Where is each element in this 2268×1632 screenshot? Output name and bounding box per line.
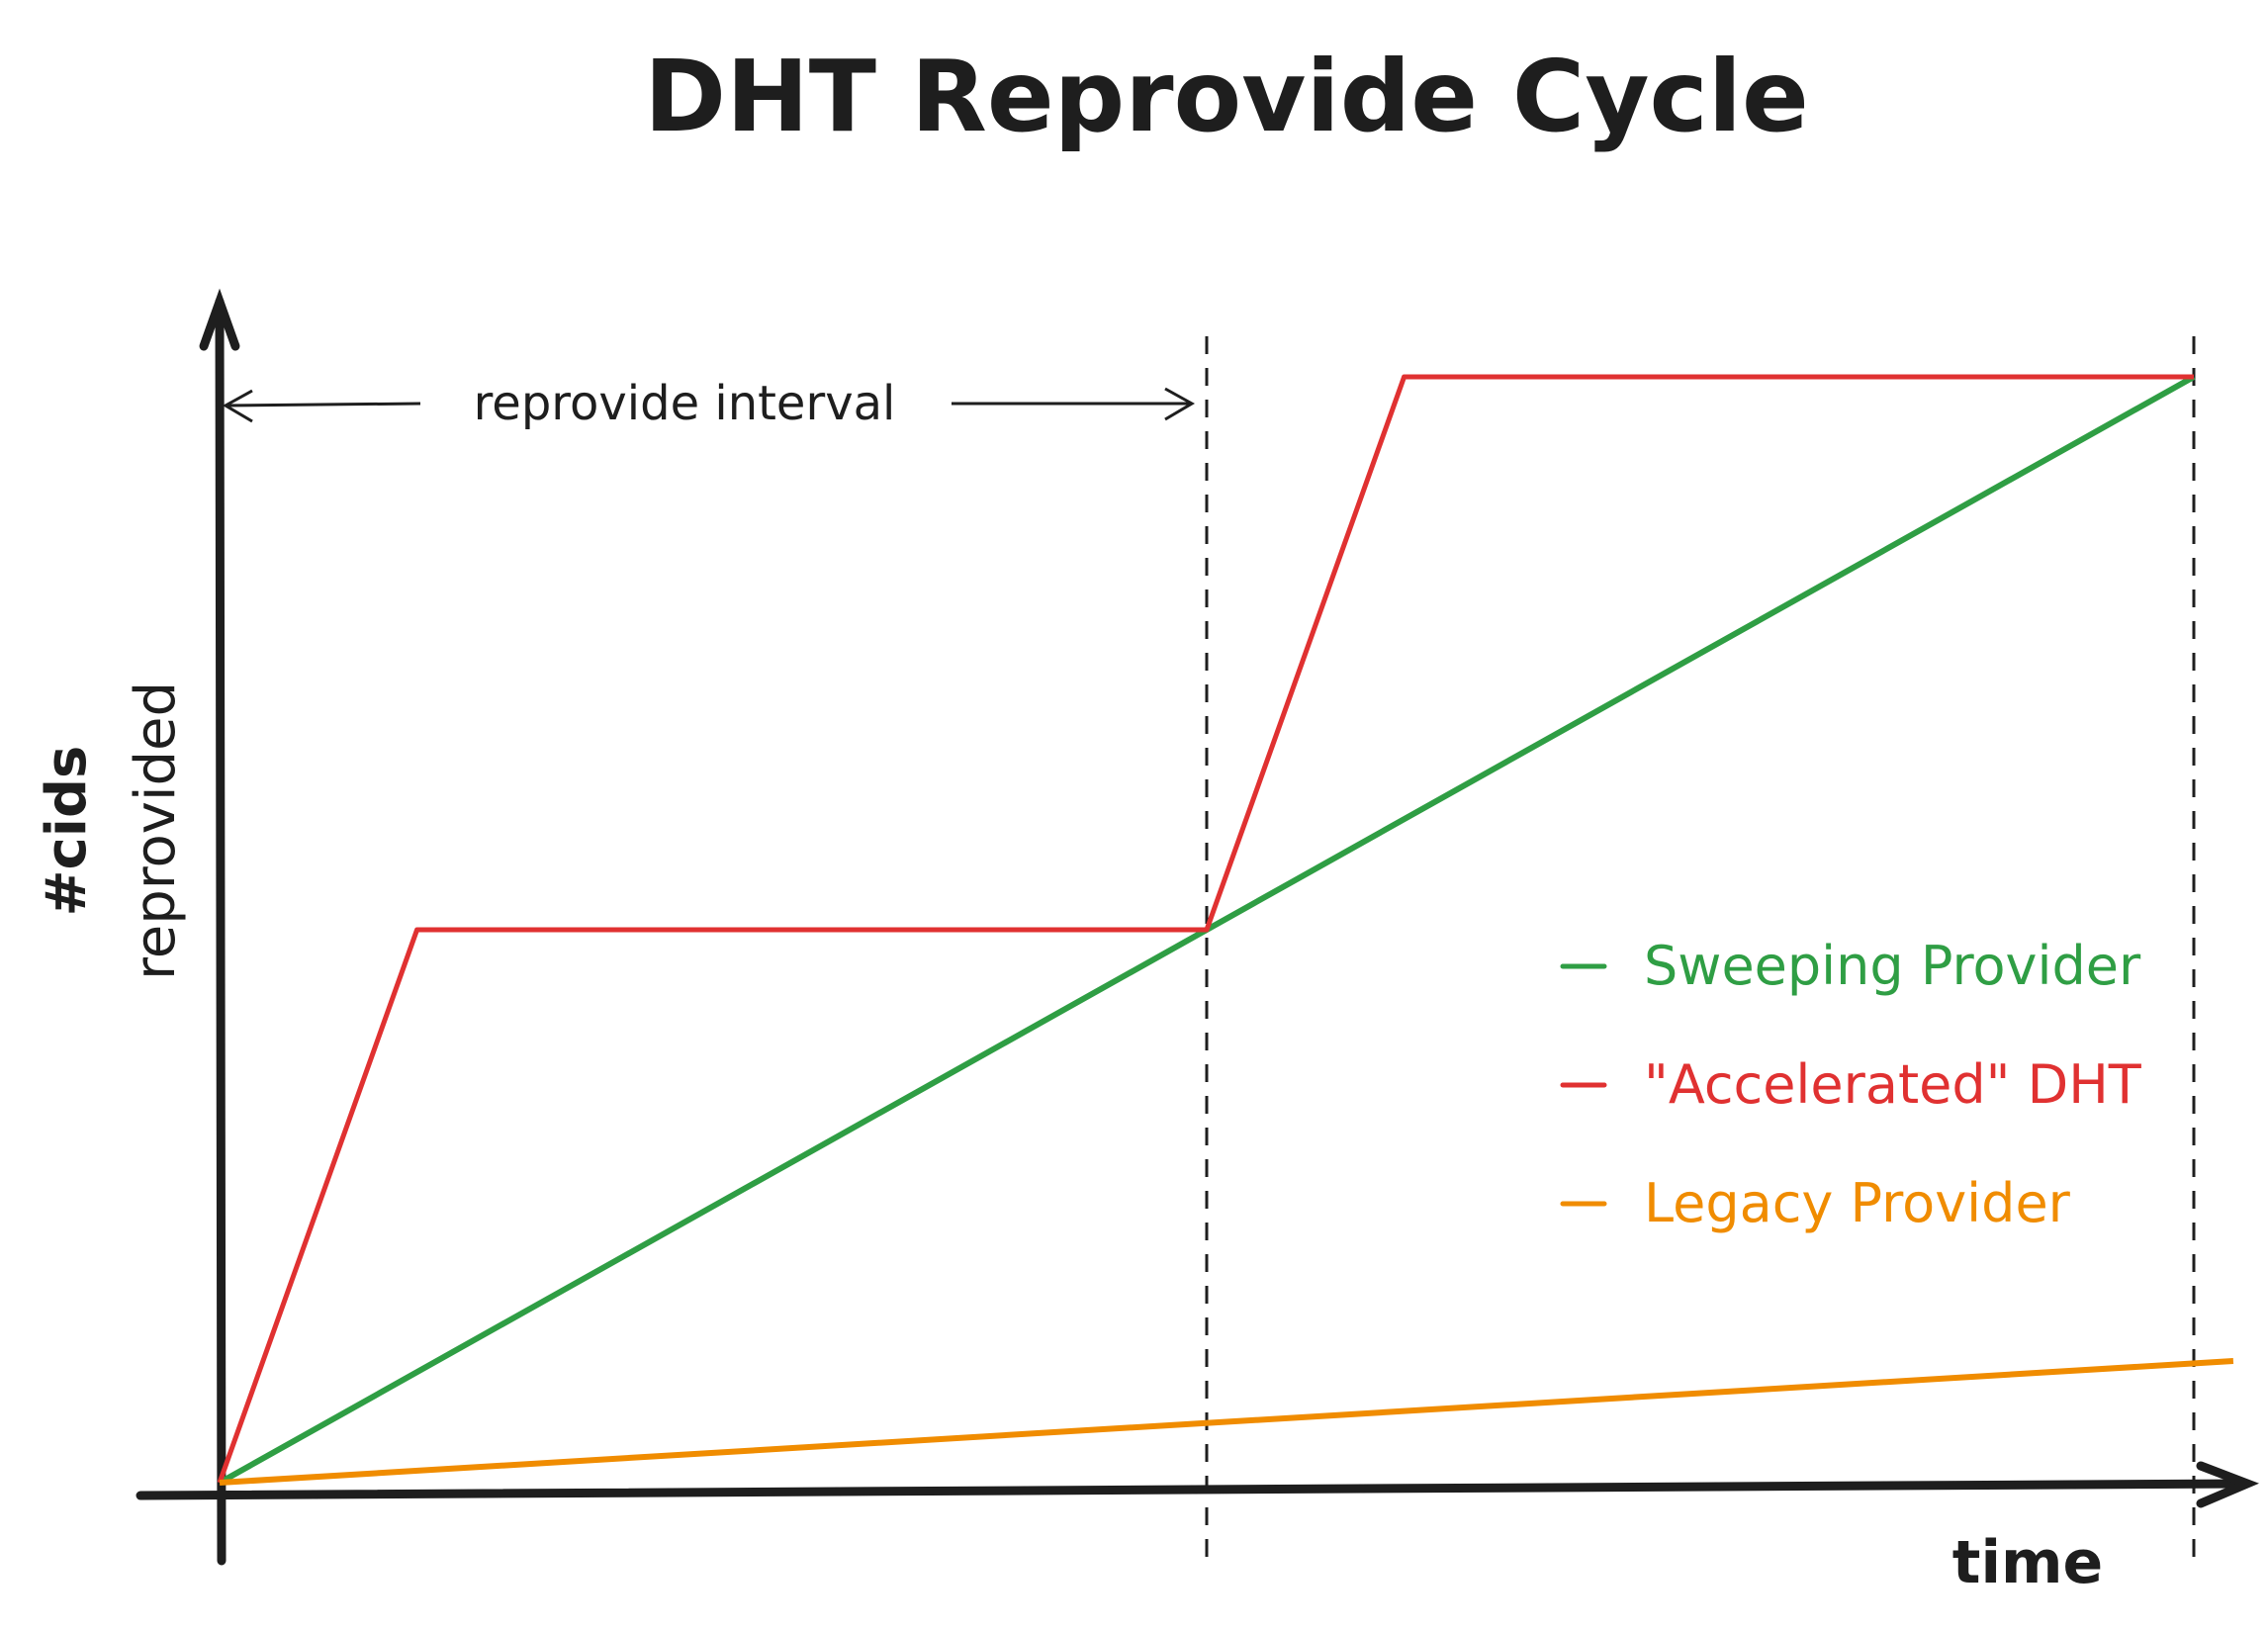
reprovide-interval-arrow bbox=[222, 387, 1196, 423]
x-axis-arrowhead-icon bbox=[2196, 1461, 2260, 1508]
x-axis-label: time bbox=[1952, 1528, 2103, 1597]
y-axis-label-line1: #cids bbox=[35, 746, 99, 917]
y-axis-label-line2: reprovided bbox=[124, 681, 188, 980]
series-line-1 bbox=[217, 374, 2194, 1484]
legend-label-2: Legacy Provider bbox=[1644, 1172, 2071, 1234]
series-lines bbox=[217, 374, 2234, 1486]
chart-title: DHT Reprovide Cycle bbox=[644, 39, 1809, 154]
legend-label-0: Sweeping Provider bbox=[1644, 935, 2141, 997]
legend: Sweeping Provider "Accelerated" DHT Legacy… bbox=[1560, 935, 2142, 1234]
reprovide-interval-label: reprovide interval bbox=[474, 376, 896, 431]
x-axis bbox=[136, 1461, 2260, 1508]
series-line-2 bbox=[219, 1358, 2234, 1486]
y-axis-arrowhead-icon bbox=[199, 288, 240, 351]
y-axis bbox=[199, 288, 240, 1566]
legend-label-1: "Accelerated" DHT bbox=[1644, 1053, 2142, 1116]
